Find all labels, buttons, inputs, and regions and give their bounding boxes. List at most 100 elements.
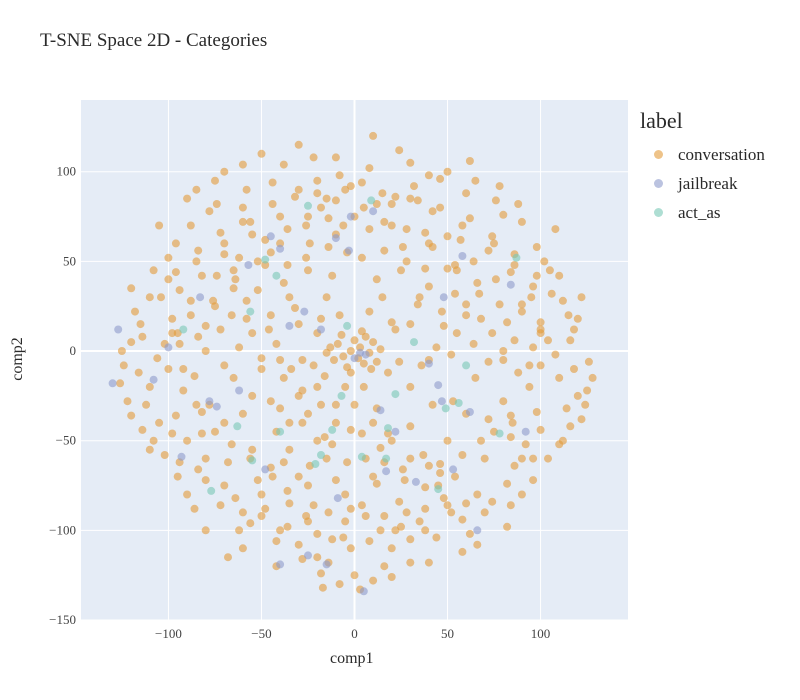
conversation-point	[566, 422, 575, 431]
conversation-point	[291, 304, 299, 312]
conversation-point	[517, 454, 526, 463]
conversation-point	[540, 257, 549, 266]
jailbreak-point	[212, 402, 221, 411]
conversation-point	[197, 271, 206, 280]
conversation-point	[197, 429, 206, 438]
jailbreak-point	[465, 408, 474, 416]
conversation-point	[285, 293, 294, 302]
conversation-point	[138, 332, 147, 341]
conversation-point	[350, 336, 359, 345]
jailbreak-point	[317, 325, 325, 334]
jailbreak-point	[331, 234, 340, 243]
conversation-point	[304, 212, 312, 221]
conversation-point	[573, 391, 582, 400]
conversation-point	[328, 440, 337, 449]
conversation-point	[415, 517, 424, 526]
conversation-point	[257, 365, 266, 373]
conversation-point	[532, 271, 541, 280]
conversation-point	[160, 451, 169, 459]
conversation-point	[220, 250, 229, 259]
conversation-point	[471, 373, 480, 382]
conversation-point	[473, 540, 482, 549]
conversation-point	[190, 504, 199, 513]
conversation-point	[477, 436, 485, 445]
conversation-point	[424, 171, 433, 180]
conversation-point	[211, 427, 219, 436]
conversation-point	[339, 533, 348, 542]
conversation-point	[357, 327, 366, 336]
conversation-point	[555, 440, 564, 449]
conversation-point	[462, 189, 471, 198]
conversation-point	[279, 458, 288, 467]
jailbreak-point	[196, 293, 205, 302]
conversation-point	[248, 391, 257, 400]
conversation-point	[220, 167, 229, 176]
legend-item-jailbreak[interactable]: jailbreak	[640, 169, 765, 198]
legend-item-conversation[interactable]: conversation	[640, 140, 765, 169]
conversation-point	[395, 357, 404, 366]
conversation-point	[456, 235, 465, 244]
act-as-point	[207, 486, 216, 495]
conversation-point	[285, 445, 294, 454]
legend-label: jailbreak	[678, 173, 738, 193]
conversation-point	[224, 458, 232, 467]
conversation-point	[424, 282, 433, 291]
conversation-point	[127, 284, 136, 293]
x-tick-label: −100	[155, 626, 182, 641]
conversation-point	[117, 347, 126, 355]
conversation-point	[330, 356, 338, 364]
conversation-point	[248, 230, 257, 239]
conversation-point	[398, 243, 407, 251]
conversation-point	[406, 454, 415, 463]
conversation-point	[477, 314, 485, 323]
conversation-point	[432, 533, 441, 542]
act-as-point	[454, 399, 463, 407]
conversation-point	[268, 178, 277, 187]
jailbreak-point	[108, 379, 117, 388]
conversation-point	[235, 526, 244, 535]
conversation-point	[171, 268, 180, 277]
conversation-point	[320, 372, 329, 381]
jailbreak-point	[276, 244, 285, 253]
conversation-point	[350, 400, 359, 409]
conversation-point	[387, 318, 396, 327]
conversation-point	[402, 257, 411, 266]
conversation-point	[369, 576, 378, 585]
conversation-point	[333, 339, 342, 348]
conversation-point	[436, 460, 445, 468]
conversation-point	[529, 282, 538, 291]
conversation-point	[331, 418, 340, 427]
conversation-point	[346, 544, 355, 553]
conversation-point	[116, 379, 125, 388]
conversation-point	[428, 243, 437, 251]
jailbreak-point	[164, 343, 173, 352]
conversation-point	[294, 185, 303, 194]
conversation-point	[302, 221, 311, 230]
legend-item-act-as[interactable]: act_as	[640, 198, 765, 227]
conversation-point	[480, 454, 489, 463]
conversation-point	[211, 176, 219, 185]
act-as-point	[434, 485, 443, 494]
conversation-point	[465, 214, 474, 223]
act-as-point	[410, 338, 418, 347]
conversation-point	[514, 200, 523, 208]
y-tick-label: −50	[56, 433, 76, 448]
conversation-point	[506, 433, 515, 442]
conversation-point	[276, 356, 285, 364]
act-as-point	[179, 325, 188, 334]
conversation-point	[357, 253, 366, 262]
conversation-point	[242, 314, 251, 323]
conversation-point	[555, 373, 564, 382]
conversation-point	[157, 293, 165, 302]
conversation-point	[400, 476, 409, 485]
conversation-point	[145, 382, 154, 391]
conversation-point	[268, 200, 277, 208]
jailbreak-point	[473, 526, 482, 535]
conversation-point	[227, 440, 236, 449]
conversation-point	[248, 445, 257, 454]
conversation-point	[328, 271, 337, 280]
conversation-point	[387, 573, 396, 581]
conversation-point	[194, 465, 203, 474]
conversation-point	[529, 343, 538, 352]
